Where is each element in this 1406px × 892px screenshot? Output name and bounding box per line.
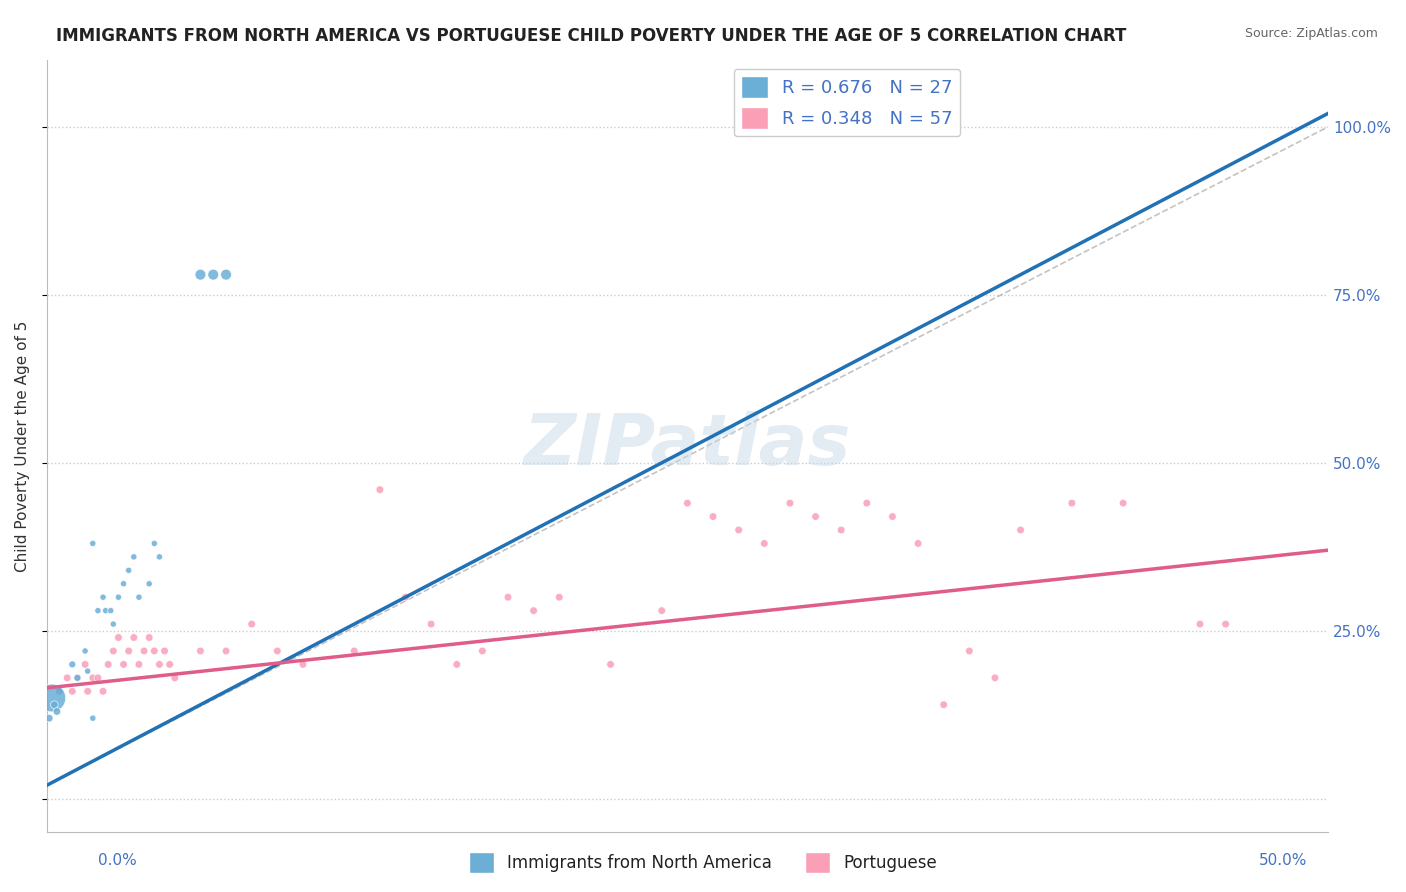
Point — [138, 576, 160, 591]
Text: IMMIGRANTS FROM NORTH AMERICA VS PORTUGUESE CHILD POVERTY UNDER THE AGE OF 5 COR: IMMIGRANTS FROM NORTH AMERICA VS PORTUGU… — [56, 27, 1126, 45]
Point — [91, 684, 114, 698]
Point — [420, 617, 443, 632]
Point — [97, 657, 120, 672]
Point — [143, 644, 166, 658]
Point — [496, 591, 519, 605]
Point — [548, 591, 571, 605]
Point — [112, 576, 135, 591]
Point — [75, 657, 97, 672]
Point — [148, 549, 170, 564]
Point — [240, 617, 263, 632]
Point — [60, 657, 83, 672]
Point — [107, 591, 129, 605]
Point — [957, 644, 980, 658]
Point — [44, 698, 66, 712]
Point — [471, 644, 494, 658]
Point — [830, 523, 852, 537]
Point — [82, 711, 104, 725]
Point — [163, 671, 186, 685]
Point — [107, 631, 129, 645]
Point — [91, 591, 114, 605]
Point — [754, 536, 776, 550]
Point — [984, 671, 1007, 685]
Point — [112, 657, 135, 672]
Point — [48, 684, 70, 698]
Point — [676, 496, 699, 510]
Legend: Immigrants from North America, Portuguese: Immigrants from North America, Portugues… — [463, 846, 943, 880]
Point — [128, 657, 150, 672]
Point — [1060, 496, 1083, 510]
Point — [343, 644, 366, 658]
Point — [599, 657, 621, 672]
Legend: R = 0.676   N = 27, R = 0.348   N = 57: R = 0.676 N = 27, R = 0.348 N = 57 — [734, 69, 960, 136]
Point — [907, 536, 929, 550]
Point — [215, 268, 238, 282]
Point — [727, 523, 749, 537]
Point — [38, 711, 60, 725]
Point — [60, 684, 83, 698]
Point — [76, 664, 98, 678]
Point — [1112, 496, 1135, 510]
Point — [368, 483, 391, 497]
Point — [118, 644, 141, 658]
Text: Source: ZipAtlas.com: Source: ZipAtlas.com — [1244, 27, 1378, 40]
Point — [82, 671, 104, 685]
Point — [651, 604, 673, 618]
Point — [153, 644, 176, 658]
Point — [41, 691, 63, 706]
Point — [291, 657, 314, 672]
Point — [143, 536, 166, 550]
Point — [56, 671, 79, 685]
Point — [75, 644, 97, 658]
Point — [128, 591, 150, 605]
Text: 50.0%: 50.0% — [1260, 854, 1308, 868]
Point — [45, 705, 67, 719]
Point — [159, 657, 181, 672]
Point — [66, 671, 89, 685]
Point — [856, 496, 879, 510]
Point — [215, 644, 238, 658]
Point — [394, 591, 416, 605]
Point — [266, 644, 288, 658]
Point — [122, 549, 145, 564]
Point — [82, 536, 104, 550]
Point — [66, 671, 89, 685]
Point — [118, 563, 141, 577]
Point — [1188, 617, 1211, 632]
Point — [138, 631, 160, 645]
Point — [523, 604, 546, 618]
Text: 0.0%: 0.0% — [98, 854, 138, 868]
Point — [132, 644, 155, 658]
Point — [48, 684, 70, 698]
Point — [87, 671, 110, 685]
Point — [94, 604, 117, 618]
Point — [932, 698, 955, 712]
Point — [100, 604, 122, 618]
Point — [1215, 617, 1237, 632]
Point — [76, 684, 98, 698]
Point — [1010, 523, 1032, 537]
Point — [103, 617, 125, 632]
Point — [190, 268, 212, 282]
Point — [190, 644, 212, 658]
Point — [882, 509, 904, 524]
Y-axis label: Child Poverty Under the Age of 5: Child Poverty Under the Age of 5 — [15, 320, 30, 572]
Point — [446, 657, 468, 672]
Point — [87, 604, 110, 618]
Point — [702, 509, 724, 524]
Point — [122, 631, 145, 645]
Point — [779, 496, 801, 510]
Text: ZIPatlas: ZIPatlas — [523, 411, 851, 481]
Point — [148, 657, 170, 672]
Point — [103, 644, 125, 658]
Point — [202, 268, 225, 282]
Point — [804, 509, 827, 524]
